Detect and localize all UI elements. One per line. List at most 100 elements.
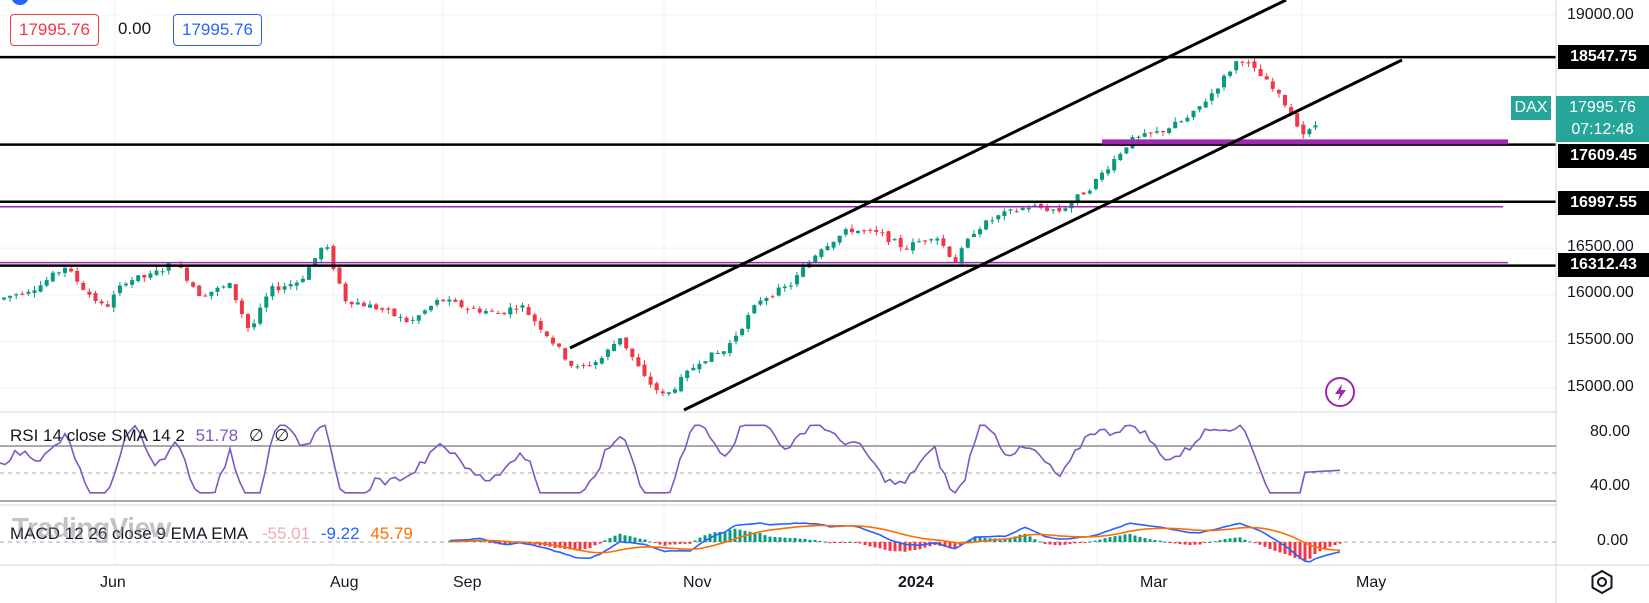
macd-bar [603,540,607,542]
macd-bar [1078,542,1082,543]
candle-body [1179,121,1184,123]
candle-body [612,344,616,352]
channel-lower-line[interactable] [683,58,1403,412]
candle-body [349,301,354,305]
macd-legend-title: MACD 12 26 close 9 EMA EMA [10,524,248,543]
candle-body [307,267,311,280]
last-price-label[interactable]: 17995.76 07:12:48 [1556,96,1649,142]
horizontal-levels[interactable] [0,55,1556,267]
candle-body [191,282,196,287]
rsi-legend[interactable]: RSI 14 close SMA 14 2 51.78 ∅ ∅ [10,426,289,446]
macd-bar [853,542,857,543]
candle-body [941,238,946,246]
candle-body [416,315,421,321]
lightning-icon[interactable] [1325,377,1355,407]
candle-body [282,286,287,290]
price-tick: 15500.00 [1567,331,1634,348]
candle-body [1093,178,1098,190]
candle-body [782,286,787,289]
macd-bar [1178,542,1182,545]
candle-body [483,311,488,314]
candle-body [856,230,860,234]
candle-body [1039,204,1043,208]
candle-body [843,229,848,235]
macd-bar [773,536,777,542]
candle-body [648,376,653,385]
level-tag-16997[interactable]: 16997.55 [1558,191,1649,215]
macd-bar [953,542,957,549]
candle-body [1087,190,1092,194]
candle-body [252,323,257,328]
candle-body [917,241,921,243]
candle-body [1215,88,1220,94]
candle-body [1136,136,1141,138]
macd-bar [943,542,947,547]
macd-bar [888,542,892,551]
candle-body [56,272,61,274]
candle-body [117,285,122,294]
candle-body [776,287,781,296]
macd-bar [983,537,987,542]
candle-body [1161,130,1165,132]
time-tick: Nov [683,574,712,591]
macd-bar [703,535,707,542]
candle-body [1197,106,1202,110]
candle-body [703,361,708,364]
last-price-value: 17995.76 [1569,99,1636,116]
macd-bar [643,539,647,542]
macd-legend-hist: -55.01 [261,524,311,543]
level-tag-16312[interactable]: 16312.43 [1558,253,1649,277]
macd-bar [883,542,887,550]
candle-body [819,249,824,257]
macd-bar [648,541,652,543]
candle-body [422,310,427,314]
candle-body [477,308,482,313]
macd-bar [1303,542,1307,561]
macd-bar [748,531,752,542]
candle-body [313,258,318,266]
candle-body [1020,207,1025,210]
macd-panel [0,522,1556,563]
macd-bar [1218,540,1222,542]
level-tag-17609[interactable]: 17609.45 [1558,144,1649,168]
trend-channel[interactable] [569,0,1403,412]
candle-body [1185,117,1190,122]
macd-bar [838,542,842,543]
candle-body [508,307,513,315]
settings-gear-icon[interactable] [1588,568,1616,596]
candle-body [971,233,976,238]
candle-body [825,246,830,251]
candle-body [99,301,104,304]
candle-body [1246,62,1251,64]
macd-bar [1308,542,1312,559]
candle-body [1258,68,1263,77]
candle-body [587,365,592,367]
macd-bar [1338,542,1342,544]
macd-bar [738,529,742,542]
candle-body [563,348,568,360]
candle-body [1081,192,1086,195]
macd-bar [898,542,902,552]
macd-bar [1208,541,1212,543]
candle-body [410,319,415,321]
candle-body [105,304,110,307]
candle-body [904,248,909,250]
candle-body [984,220,989,230]
candle-body [465,308,470,310]
candle-body [965,238,970,248]
macd-bar [618,533,622,542]
candle-body [429,305,433,311]
candle-body [1222,75,1226,88]
candle-body [666,392,671,394]
candle-body [1276,90,1281,94]
level-tag-18547[interactable]: 18547.75 [1558,45,1649,69]
channel-upper-line[interactable] [569,0,1287,350]
macd-bar [1213,541,1217,543]
candle-body [471,307,476,309]
symbol-label: DAX [1511,96,1551,120]
candle-body [441,299,446,302]
macd-legend[interactable]: MACD 12 26 close 9 EMA EMA -55.01 -9.22 … [10,524,413,544]
candle-body [148,273,153,278]
candle-body [1228,71,1233,76]
